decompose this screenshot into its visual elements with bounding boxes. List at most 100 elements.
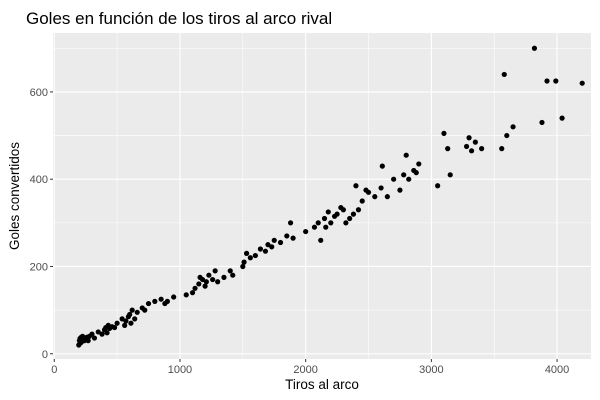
data-point <box>111 324 118 331</box>
data-point <box>531 45 538 51</box>
x-tick-label-2000: 2000 <box>293 364 317 376</box>
data-point <box>441 130 447 136</box>
data-point <box>252 252 258 259</box>
data-point <box>401 172 407 178</box>
data-point <box>445 146 451 152</box>
data-point <box>353 183 359 189</box>
data-point <box>189 290 196 296</box>
data-point <box>196 281 202 287</box>
data-point <box>403 152 409 158</box>
data-point <box>303 228 309 235</box>
data-point <box>447 172 453 178</box>
data-point <box>183 292 189 298</box>
data-point <box>359 198 365 204</box>
grid-minor <box>53 33 591 359</box>
data-point <box>479 146 485 152</box>
data-point <box>230 272 236 278</box>
data-point <box>384 194 390 200</box>
y-tick-label-0: 0 <box>42 349 48 361</box>
data-point <box>89 331 95 337</box>
data-point <box>323 224 329 230</box>
data-point <box>287 220 294 226</box>
data-point <box>472 139 478 145</box>
data-point <box>134 309 140 315</box>
data-point <box>122 322 128 328</box>
data-point <box>119 316 125 322</box>
data-point <box>325 209 331 215</box>
data-point <box>350 211 357 217</box>
data-point <box>463 143 470 150</box>
data-point <box>343 220 349 226</box>
data-point <box>129 307 135 313</box>
data-point <box>544 78 550 84</box>
data-point <box>435 183 441 189</box>
data-point <box>355 207 362 213</box>
data-point <box>379 163 385 169</box>
y-tick-label-200: 200 <box>30 261 48 273</box>
data-point <box>132 316 138 322</box>
data-point <box>284 233 290 239</box>
data-point <box>240 263 246 270</box>
x-tick-labels: 0 1000 2000 3000 4000 <box>51 364 569 376</box>
data-point <box>315 220 321 226</box>
data-point <box>95 329 101 335</box>
data-point <box>114 320 120 326</box>
data-point <box>265 242 271 248</box>
data-points <box>76 45 585 348</box>
data-point <box>277 239 284 246</box>
data-point <box>466 135 472 141</box>
data-point <box>221 274 227 280</box>
data-point <box>104 330 110 336</box>
data-point <box>468 148 475 154</box>
data-point <box>365 189 372 195</box>
data-point <box>127 311 133 318</box>
data-point <box>164 298 170 304</box>
data-point <box>227 268 233 274</box>
data-point <box>171 294 177 300</box>
data-point <box>91 335 98 341</box>
data-point <box>247 255 253 261</box>
data-point <box>340 207 346 213</box>
data-point <box>203 279 209 285</box>
data-point <box>372 194 378 200</box>
data-point <box>539 119 545 126</box>
data-point <box>416 161 422 167</box>
y-tick-labels: 0 200 400 600 <box>30 87 48 361</box>
data-point <box>553 78 559 84</box>
data-point <box>215 279 221 285</box>
data-point <box>158 296 164 302</box>
data-point <box>406 176 412 182</box>
axis-ticks <box>50 91 558 362</box>
data-point <box>99 331 105 337</box>
data-point <box>128 320 134 326</box>
data-point <box>347 215 353 222</box>
data-point <box>202 283 208 289</box>
data-point <box>269 244 275 250</box>
data-point <box>199 276 206 283</box>
data-point <box>311 224 318 230</box>
data-point <box>397 187 403 193</box>
data-point <box>579 80 585 86</box>
plot-panel <box>53 33 591 359</box>
data-point <box>510 124 516 130</box>
data-point <box>142 307 148 313</box>
data-point <box>378 185 384 191</box>
data-point <box>499 146 505 152</box>
data-point <box>192 285 198 291</box>
data-point <box>243 250 250 256</box>
y-tick-label-400: 400 <box>30 174 48 186</box>
grid-major <box>53 33 591 359</box>
data-point <box>328 220 334 226</box>
data-point <box>145 300 152 307</box>
data-point <box>504 132 510 139</box>
data-point <box>241 259 247 265</box>
data-point <box>152 298 158 304</box>
data-point <box>321 215 328 222</box>
y-tick-label-600: 600 <box>30 87 48 99</box>
data-point <box>501 71 507 78</box>
data-point <box>85 338 91 344</box>
data-point <box>210 276 216 283</box>
data-point <box>413 170 419 176</box>
x-tick-label-4000: 4000 <box>545 364 569 376</box>
